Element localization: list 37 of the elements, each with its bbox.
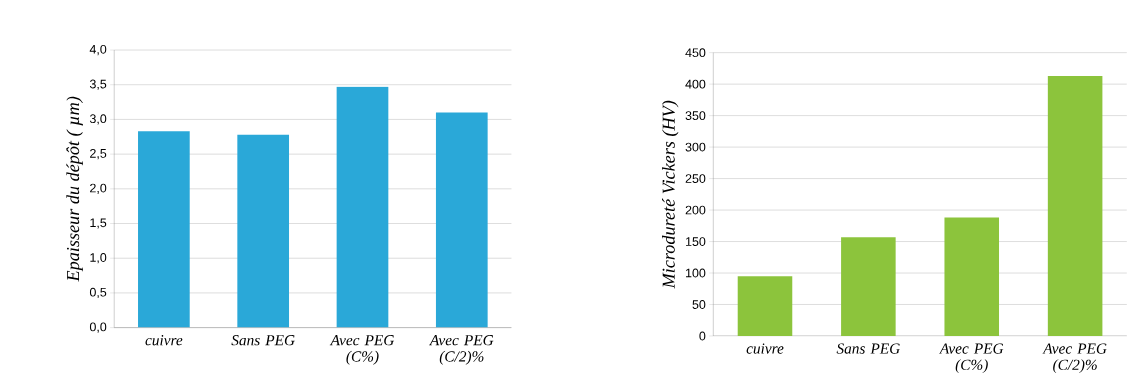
y-tick-label: 300: [685, 142, 706, 152]
bar: [944, 217, 1000, 337]
y-axis-title: Microdureté Vickers (HV): [662, 100, 679, 289]
y-tick-label: 400: [685, 79, 706, 89]
bar: [841, 237, 896, 337]
bar: [1047, 76, 1103, 337]
x-tick-label: Avec PEG (C/2)%: [1042, 343, 1107, 374]
y-tick-label: 1,0: [90, 253, 107, 264]
y-tick-label: 0,5: [89, 287, 107, 299]
x-tick-label: cuivre: [746, 343, 784, 354]
y-tick-label: 2,5: [90, 149, 107, 160]
bar: [435, 112, 488, 328]
bar: [138, 131, 190, 328]
y-tick-label: 0,0: [89, 322, 107, 333]
bar: [237, 134, 290, 328]
y-tick-label: 150: [686, 237, 706, 247]
y-tick-label: 350: [685, 111, 706, 121]
x-tick-label: Avec PEG (C%): [939, 343, 1004, 374]
y-tick-label: 2,0: [90, 183, 107, 195]
bar: [336, 86, 389, 328]
y-tick-label: 3,5: [89, 79, 107, 90]
y-tick-label: 4,0: [89, 44, 107, 56]
y-tick-label: 200: [685, 205, 706, 215]
y-tick-label: 250: [685, 174, 706, 184]
x-tick-label: Sans PEG: [836, 343, 900, 354]
y-tick-label: 50: [692, 300, 706, 309]
y-tick-label: 100: [686, 268, 706, 278]
x-tick-label: cuivre: [145, 335, 183, 346]
x-tick-label: Avec PEG (C%): [329, 335, 395, 365]
y-tick-label: 450: [685, 48, 706, 58]
y-tick-label: 0: [699, 331, 706, 341]
y-tick-label: 1,5: [90, 218, 107, 229]
y-tick-label: 3,0: [89, 114, 107, 125]
bar: [737, 276, 793, 337]
x-tick-label: Avec PEG (C/2)%: [429, 335, 494, 365]
y-axis-title: Epaisseur du dépôt ( µm): [66, 96, 83, 282]
x-tick-label: Sans PEG: [231, 335, 295, 346]
